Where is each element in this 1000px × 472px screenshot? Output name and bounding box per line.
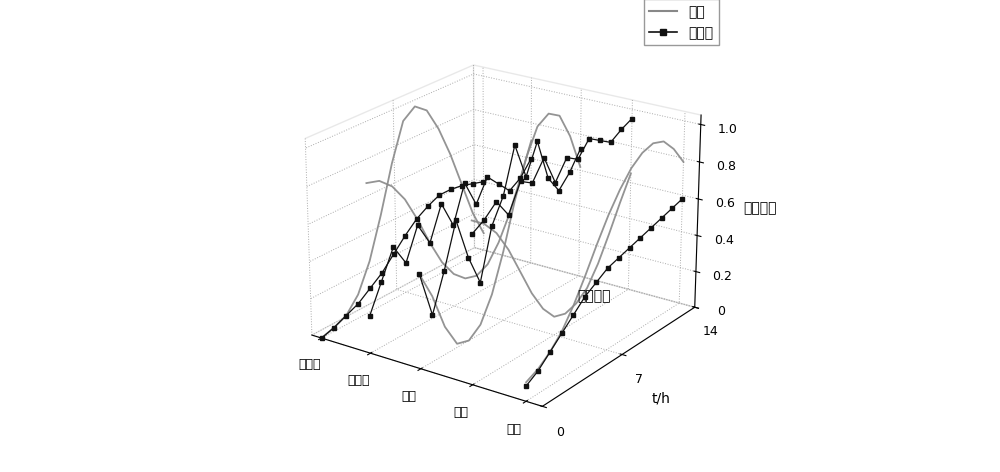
Y-axis label: t/h: t/h [652,391,671,405]
Legend: 晴天, 阴雨天: 晴天, 阴雨天 [644,0,719,45]
